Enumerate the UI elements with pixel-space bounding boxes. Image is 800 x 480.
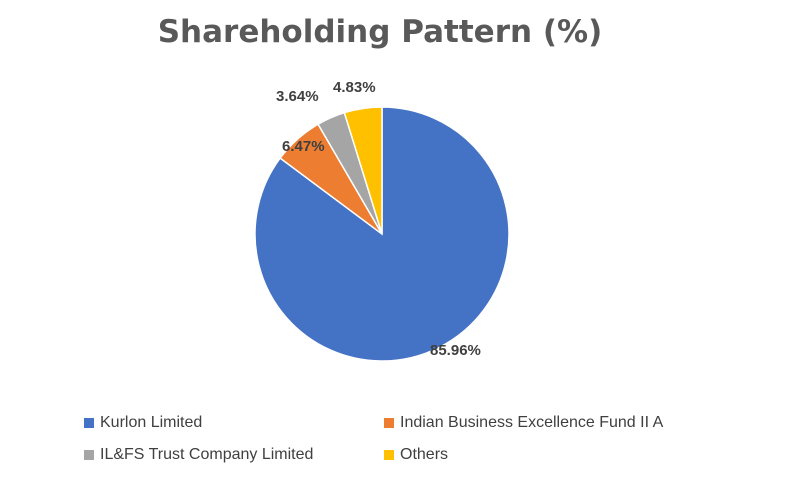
legend-item-others: Others (384, 446, 448, 464)
legend-label-kurlon: Kurlon Limited (100, 414, 203, 431)
pie-slices (254, 106, 510, 362)
legend: Kurlon Limited Indian Business Excellenc… (84, 414, 764, 478)
data-label-ibef: 6.47% (282, 138, 325, 155)
legend-item-kurlon: Kurlon Limited (84, 414, 202, 432)
pie-data-labels: 85.96% 6.47% 3.64% 4.83% (276, 79, 481, 359)
legend-swatch-others (384, 450, 394, 460)
legend-label-others: Others (400, 446, 449, 463)
legend-row-1: Kurlon Limited Indian Business Excellenc… (84, 414, 764, 446)
legend-row-2: IL&FS Trust Company Limited Others (84, 446, 764, 478)
data-label-ilfs: 3.64% (276, 88, 319, 105)
legend-item-ibef: Indian Business Excellence Fund II A (384, 414, 663, 432)
legend-swatch-ilfs (84, 450, 94, 460)
legend-swatch-ibef (384, 418, 394, 428)
chart-title: Shareholding Pattern (%) (157, 14, 603, 50)
data-label-kurlon: 85.96% (430, 342, 481, 359)
legend-label-ilfs: IL&FS Trust Company Limited (100, 446, 314, 463)
legend-label-ibef: Indian Business Excellence Fund II A (400, 414, 664, 431)
pie-slice-others (343, 106, 383, 235)
legend-item-ilfs: IL&FS Trust Company Limited (84, 446, 313, 464)
legend-swatch-kurlon (84, 418, 94, 428)
data-label-others: 4.83% (333, 79, 376, 96)
pie-chart: 85.96% 6.47% 3.64% 4.83% (254, 79, 510, 362)
